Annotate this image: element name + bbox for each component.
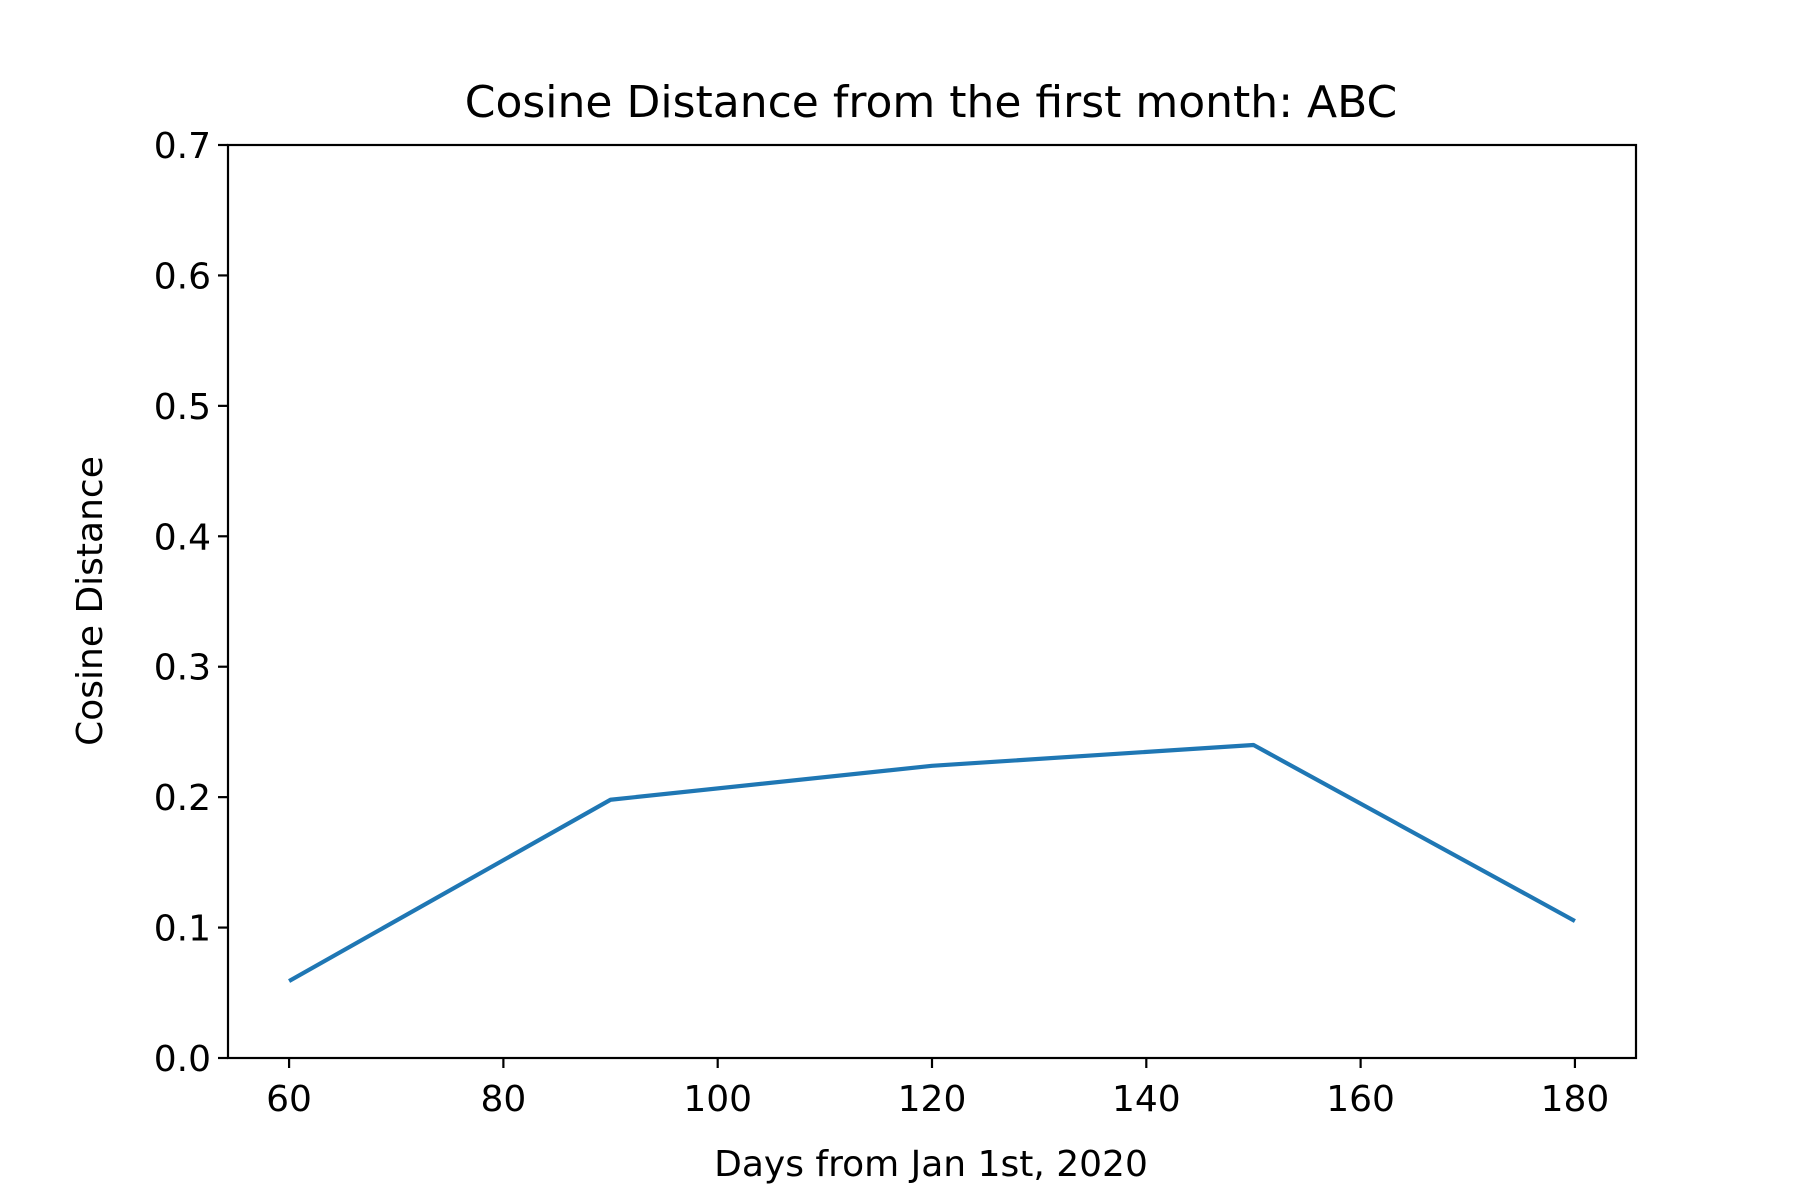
y-axis-label: Cosine Distance <box>70 456 111 746</box>
x-tick-label: 140 <box>1112 1079 1181 1120</box>
x-tick-label: 180 <box>1541 1079 1610 1120</box>
x-tick-label: 120 <box>898 1079 967 1120</box>
y-tick-label: 0.7 <box>154 126 211 167</box>
y-tick-label: 0.0 <box>154 1039 211 1080</box>
y-tick-label: 0.6 <box>154 256 211 297</box>
y-tick-label: 0.2 <box>154 778 211 819</box>
plot-area <box>288 742 1576 983</box>
x-tick-label: 160 <box>1326 1079 1395 1120</box>
y-tick-label: 0.1 <box>154 909 211 950</box>
chart-title: Cosine Distance from the first month: AB… <box>465 77 1398 128</box>
y-axis: 0.0 0.1 0.2 0.3 0.4 0.5 0.6 0.7 <box>154 126 228 1080</box>
x-tick-label: 60 <box>266 1079 312 1120</box>
y-tick-label: 0.4 <box>154 517 211 558</box>
x-tick-label: 100 <box>683 1079 752 1120</box>
x-axis-label: Days from Jan 1st, 2020 <box>714 1144 1148 1185</box>
x-tick-label: 80 <box>480 1079 526 1120</box>
y-tick-label: 0.3 <box>154 648 211 689</box>
x-axis: 60 80 100 120 140 160 180 <box>266 1058 1609 1120</box>
series-line <box>288 742 1576 983</box>
y-tick-label: 0.5 <box>154 387 211 428</box>
